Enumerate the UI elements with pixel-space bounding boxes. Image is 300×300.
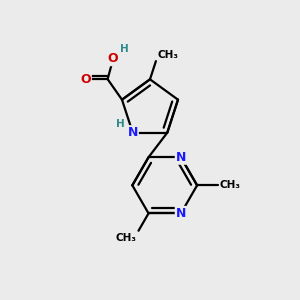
Text: H: H — [120, 44, 129, 54]
Text: O: O — [80, 73, 91, 86]
Text: H: H — [116, 119, 125, 129]
Text: CH₃: CH₃ — [219, 180, 240, 190]
Text: N: N — [128, 126, 138, 139]
Text: O: O — [108, 52, 118, 65]
Text: N: N — [176, 207, 186, 220]
Text: N: N — [176, 151, 186, 164]
Text: CH₃: CH₃ — [115, 233, 136, 243]
Text: CH₃: CH₃ — [158, 50, 178, 60]
